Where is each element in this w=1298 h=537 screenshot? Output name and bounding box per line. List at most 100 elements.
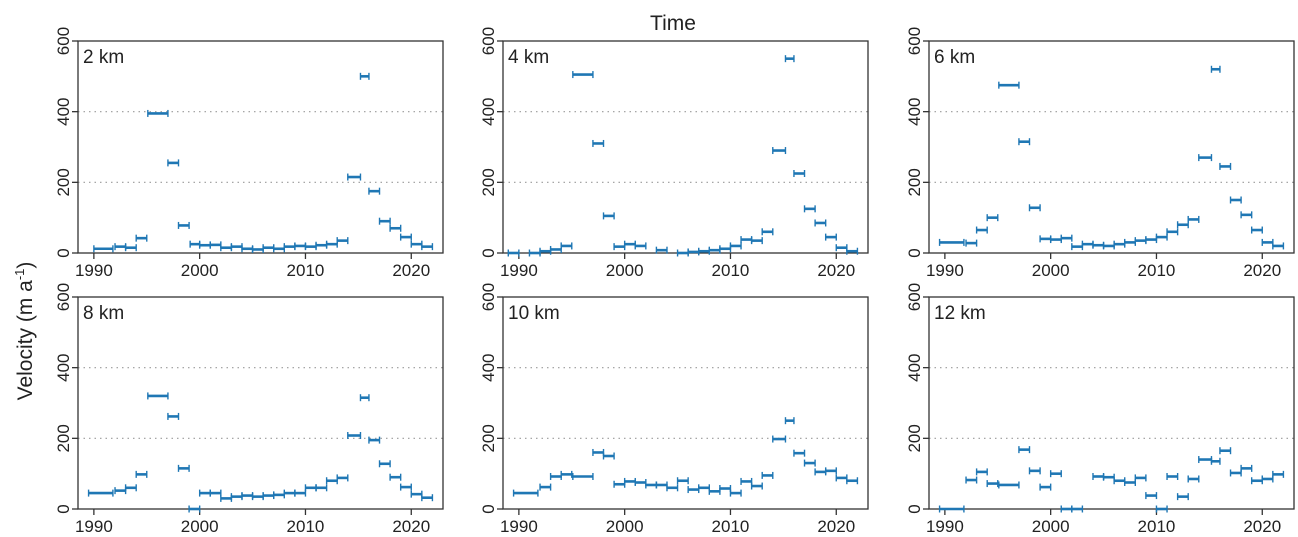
x-tick-label: 2010: [712, 261, 750, 280]
data-point: [347, 173, 362, 181]
data-point: [251, 245, 264, 253]
data-point: [975, 226, 988, 234]
data-point: [698, 247, 711, 255]
data-point: [209, 489, 222, 497]
data-point: [666, 484, 679, 492]
data-point: [1187, 215, 1200, 223]
plot-frame: [502, 40, 869, 254]
y-tick-label: 200: [54, 168, 73, 196]
data-point: [1272, 242, 1285, 250]
data-point: [198, 241, 211, 249]
data-point: [655, 246, 668, 254]
x-tick-label: 2020: [1243, 261, 1281, 280]
data-point: [378, 217, 391, 225]
y-tick-label: 400: [54, 353, 73, 381]
data-point: [93, 245, 114, 253]
data-point: [209, 241, 222, 249]
data-point: [1102, 242, 1115, 250]
y-tick-label: 400: [54, 97, 73, 125]
data-point: [368, 436, 381, 444]
y-axis-title: Velocity (m a-1): [12, 262, 37, 401]
data-point: [592, 139, 605, 147]
data-point: [793, 449, 806, 457]
data-point: [368, 187, 381, 195]
data-point: [1198, 456, 1213, 464]
data-point: [998, 481, 1020, 489]
panel-label: 4 km: [508, 47, 549, 68]
y-tick-label: 600: [905, 27, 924, 55]
data-point: [1155, 505, 1168, 513]
x-tick-label: 1990: [75, 261, 113, 280]
y-axis-title-superscript: -1: [12, 269, 27, 281]
y-tick-label: 600: [905, 283, 924, 311]
x-tick-label: 2020: [392, 261, 430, 280]
data-point: [772, 147, 787, 155]
x-tick-label: 2010: [287, 517, 325, 536]
x-tick-label: 2000: [181, 517, 219, 536]
x-tick-label: 2020: [392, 517, 430, 536]
data-point: [528, 249, 541, 257]
data-point: [124, 244, 137, 252]
x-tick-label: 2000: [1032, 261, 1070, 280]
data-point: [613, 480, 626, 488]
y-tick-label: 600: [54, 283, 73, 311]
data-point: [740, 477, 753, 485]
data-point: [177, 221, 190, 229]
data-point: [378, 460, 391, 468]
x-tick-label: 1990: [926, 517, 964, 536]
data-point: [1229, 196, 1242, 204]
x-tick-label: 2000: [181, 261, 219, 280]
data-point: [676, 477, 689, 485]
plot-frame: [928, 40, 1295, 254]
data-point: [389, 473, 402, 481]
data-point: [975, 468, 988, 476]
data-point: [1124, 479, 1137, 486]
plot-frame: [502, 296, 869, 510]
panel-label: 10 km: [508, 303, 560, 324]
x-tick-label: 2010: [1138, 517, 1176, 536]
panel-label: 8 km: [83, 303, 124, 324]
x-tick-label: 2010: [712, 517, 750, 536]
panel-label: 2 km: [83, 47, 124, 68]
y-tick-label: 200: [54, 424, 73, 452]
data-point: [1081, 240, 1094, 248]
data-point: [1145, 492, 1158, 500]
data-point: [965, 239, 978, 247]
data-point: [336, 237, 349, 245]
data-point: [1176, 221, 1189, 229]
data-point: [87, 489, 114, 497]
data-point: [198, 489, 211, 497]
data-point: [325, 240, 338, 248]
data-point: [1219, 447, 1232, 455]
data-point: [772, 435, 787, 443]
y-tick-label: 400: [905, 97, 924, 125]
data-point: [539, 483, 552, 491]
y-tick-label: 400: [479, 97, 498, 125]
data-point: [1124, 238, 1137, 246]
data-point: [1240, 211, 1253, 219]
data-point: [147, 392, 169, 400]
data-point: [824, 467, 837, 475]
data-point: [613, 243, 626, 251]
data-point: [167, 412, 180, 420]
data-point: [549, 245, 562, 253]
plot-frame: [77, 296, 444, 510]
data-point: [708, 487, 721, 495]
y-tick-label: 0: [54, 248, 73, 257]
data-point: [1039, 235, 1052, 243]
data-point: [1102, 473, 1115, 481]
data-point: [687, 248, 700, 256]
data-point: [938, 505, 965, 513]
data-point: [230, 493, 243, 501]
data-point: [645, 481, 658, 489]
data-point: [623, 477, 636, 485]
data-point: [262, 492, 275, 500]
data-point: [1049, 470, 1062, 478]
data-point: [846, 477, 859, 485]
data-point: [410, 240, 423, 248]
data-point: [135, 470, 148, 478]
panel-10-km: 0 200 400 600 1990 2000 2010 2020 10 km: [479, 283, 869, 536]
data-point: [602, 212, 615, 220]
data-point: [814, 468, 827, 476]
